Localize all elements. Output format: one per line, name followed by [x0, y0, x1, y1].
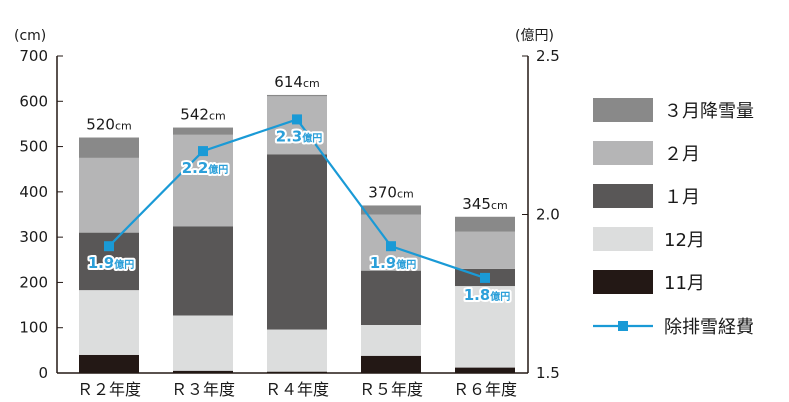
legend-label: 12月 [664, 230, 705, 251]
cost-label-unit: 億円 [490, 290, 510, 303]
legend-swatch [593, 141, 653, 165]
category-label: Ｒ３年度 [171, 380, 235, 399]
bar-total-label: 520cm [86, 116, 131, 134]
bar-total-value: 520 [86, 116, 115, 134]
bar-total-label: 345cm [462, 195, 507, 213]
legend-line-marker [618, 321, 628, 331]
bar-total-unit: cm [209, 110, 226, 123]
bar-segment-2-2 [173, 315, 233, 371]
bar-segment-1-4 [79, 157, 139, 233]
bar-segment-2-3 [173, 226, 233, 316]
cost-point [386, 241, 396, 252]
left-axis-unit: (cm) [14, 28, 46, 44]
bar-total-unit: cm [115, 120, 132, 133]
left-tick-label: 700 [19, 47, 48, 65]
cost-label-unit: 億円 [208, 163, 228, 176]
cost-label: 1.9億円 [370, 254, 417, 272]
right-tick-label: 2.5 [536, 47, 560, 65]
bar-total-unit: cm [397, 187, 414, 200]
bar-segment-4-1 [361, 355, 421, 373]
left-tick-label: 200 [19, 273, 48, 291]
bar-segment-2-5 [173, 127, 233, 135]
right-axis-unit: (億円) [515, 28, 554, 44]
legend-swatch [593, 98, 653, 122]
right-tick-label: 1.5 [536, 364, 560, 382]
bar-total-label: 370cm [368, 183, 413, 201]
legend-label: 11月 [664, 273, 705, 294]
left-tick-label: 600 [19, 92, 48, 110]
bar-segment-3-2 [267, 329, 327, 372]
bar-total-label: 542cm [180, 106, 225, 124]
cost-label: 1.9億円 [88, 254, 135, 272]
right-tick-label: 2.0 [536, 206, 560, 224]
bar-segment-4-3 [361, 270, 421, 325]
category-label: Ｒ４年度 [265, 380, 329, 399]
cost-label-value: 1.9 [370, 254, 397, 272]
bar-segment-5-4 [455, 231, 515, 269]
bar-segment-1-1 [79, 354, 139, 373]
legend-label: 除排雪経費 [664, 317, 754, 338]
left-tick-label: 400 [19, 183, 48, 201]
bar-segment-1-5 [79, 137, 139, 158]
left-tick-label: 0 [38, 364, 48, 382]
left-tick-label: 300 [19, 228, 48, 246]
cost-point [198, 146, 208, 157]
legend-label: ３月降雪量 [664, 101, 754, 122]
bar-total-value: 542 [180, 106, 209, 124]
axes-layer: Ｒ２年度 Ｒ３年度 Ｒ４年度 Ｒ５年度 Ｒ６年度 0 100 200 300 400 500 600 7… [14, 28, 560, 399]
bar-total-value: 614 [274, 73, 303, 91]
bar-total-value: 345 [462, 195, 491, 213]
cost-point [292, 114, 302, 125]
cost-label-unit: 億円 [302, 131, 322, 144]
cost-point [104, 241, 114, 252]
cost-label-value: 2.3 [276, 127, 303, 145]
cost-label: 1.8億円 [464, 286, 511, 304]
bar-total-label: 614cm [274, 73, 319, 91]
left-tick-label: 100 [19, 319, 48, 337]
left-tick-label: 500 [19, 138, 48, 156]
bar-total-unit: cm [491, 199, 508, 212]
category-label: Ｒ２年度 [77, 380, 141, 399]
cost-label: 2.2億円 [182, 159, 229, 177]
bar-segment-3-3 [267, 154, 327, 330]
bar-segment-4-2 [361, 324, 421, 356]
legend-swatch [593, 227, 653, 251]
bar-total-unit: cm [303, 77, 320, 90]
cost-label: 2.3億円 [276, 127, 323, 145]
bar-segment-3-5 [267, 94, 327, 97]
legend-label: １月 [664, 187, 700, 208]
bar-segment-3-4 [267, 96, 327, 155]
legend-swatch [593, 184, 653, 208]
bar-segment-4-5 [361, 205, 421, 215]
bar-total-value: 370 [368, 183, 397, 201]
cost-label-unit: 億円 [114, 258, 134, 271]
cost-label-value: 1.9 [88, 254, 115, 272]
cost-label-value: 1.8 [464, 286, 491, 304]
bar-segment-2-1 [173, 370, 233, 373]
legend-label: ２月 [664, 144, 700, 165]
bar-segment-5-1 [455, 367, 515, 373]
bar-segment-1-2 [79, 290, 139, 355]
bar-segment-5-5 [455, 216, 515, 232]
cost-point [480, 272, 490, 283]
legend-swatch [593, 270, 653, 294]
cost-label-unit: 億円 [396, 258, 416, 271]
category-label: Ｒ６年度 [453, 380, 517, 399]
bar-segment-5-2 [455, 286, 515, 368]
cost-label-value: 2.2 [182, 159, 209, 177]
category-label: Ｒ５年度 [359, 380, 423, 399]
